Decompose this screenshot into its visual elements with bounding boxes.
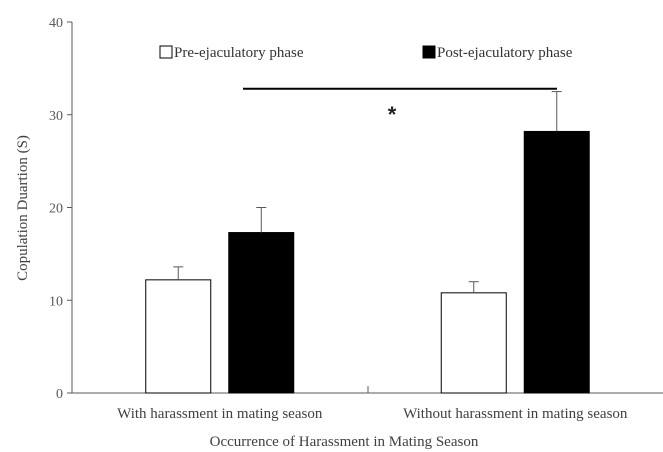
y-tick-label: 0 xyxy=(56,387,63,402)
y-tick-label: 10 xyxy=(49,294,63,309)
y-tick-label: 20 xyxy=(49,202,63,217)
y-tick-label: 40 xyxy=(49,16,63,31)
error-bars xyxy=(173,91,562,293)
y-axis-title: Copulation Duartion (S) xyxy=(15,135,31,281)
legend-swatch xyxy=(422,45,436,59)
x-category-labels: With harassment in mating season Without … xyxy=(117,406,628,422)
y-axis: 0 10 20 30 40 xyxy=(49,16,73,402)
legend-label: Post-ejaculatory phase xyxy=(437,45,573,61)
legend-label: Pre-ejaculatory phase xyxy=(174,45,304,61)
significance-annotation: * xyxy=(243,87,557,127)
x-category-label: With harassment in mating season xyxy=(117,406,323,422)
x-axis-title: Occurrence of Harassment in Mating Seaso… xyxy=(210,434,479,450)
x-category-label: Without harassment in mating season xyxy=(403,406,628,422)
bars xyxy=(145,130,590,394)
bar xyxy=(440,292,507,394)
y-tick-label: 30 xyxy=(49,109,63,124)
bar xyxy=(145,279,212,394)
bar xyxy=(228,232,295,394)
legend-swatch xyxy=(159,45,173,59)
significance-star: * xyxy=(388,102,397,127)
bar xyxy=(523,130,590,394)
legend: Pre-ejaculatory phase Post-ejaculatory ph… xyxy=(159,45,573,61)
y-ticks: 0 10 20 30 40 xyxy=(49,16,72,402)
